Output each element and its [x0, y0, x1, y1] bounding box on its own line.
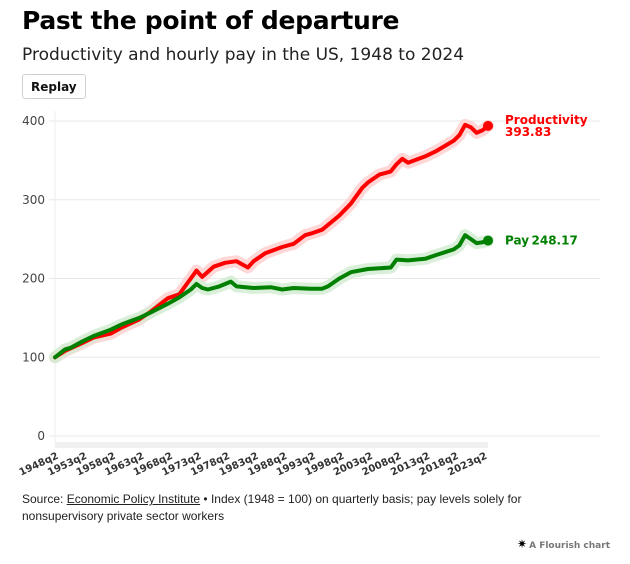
y-tick-label: 0 [37, 429, 45, 443]
series-line-pay [53, 233, 490, 360]
chart-footer: Source: Economic Policy Institute • Inde… [22, 491, 602, 525]
flourish-credit[interactable]: ✷ A Flourish chart [517, 537, 610, 551]
end-marker-pay [483, 235, 493, 246]
y-tick-label: 200 [22, 272, 45, 286]
source-link[interactable]: Economic Policy Institute [66, 492, 201, 506]
x-axis-band [55, 442, 488, 448]
gridlines [49, 111, 600, 442]
line-chart: 0 100 200 300 400 1948q21953q21958q21963q219… [18, 111, 600, 478]
end-label-name: Pay [505, 234, 529, 248]
end-marker-productivity [483, 120, 493, 131]
chart-subtitle: Productivity and hourly pay in the US, 1… [22, 45, 465, 65]
y-axis: 0 100 200 300 400 [22, 114, 45, 443]
y-tick-label: 300 [22, 193, 45, 207]
x-axis: 1948q21953q21958q21963q21968q21973q21978… [18, 442, 489, 478]
end-label-name: Productivity [505, 113, 588, 127]
source-prefix: Source: [22, 492, 67, 506]
end-label-value: 393.83 [505, 125, 551, 139]
flourish-credit-text: A Flourish chart [529, 541, 610, 551]
chart-title: Past the point of departure [22, 6, 400, 35]
footnote: • Index (1948 = 100) on quarterly basis;… [22, 492, 522, 523]
y-tick-label: 100 [22, 350, 45, 364]
series-layer [49, 118, 494, 364]
replay-button[interactable]: Replay [22, 74, 86, 99]
flourish-star-icon: ✷ [517, 537, 528, 551]
y-tick-label: 400 [22, 114, 45, 128]
end-label-value: 248.17 [532, 234, 578, 248]
